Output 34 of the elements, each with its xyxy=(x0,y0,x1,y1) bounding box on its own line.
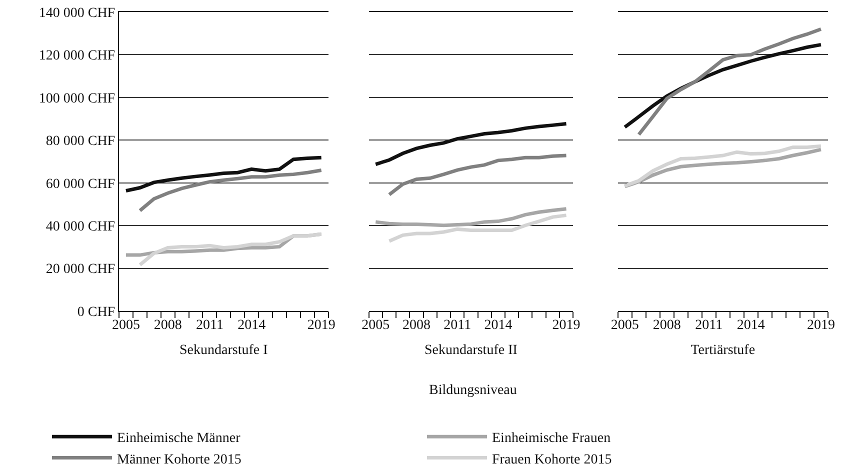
line-series xyxy=(138,168,324,212)
y-tick-label: 80 000 CHF xyxy=(46,134,116,150)
x-tick-label: 2005 xyxy=(362,318,390,333)
legend-label: Einheimische Männer xyxy=(117,431,241,446)
x-tick-label: 2005 xyxy=(112,318,140,333)
line-series xyxy=(138,232,324,267)
x-tick-label: 2008 xyxy=(154,318,182,333)
line-series xyxy=(124,156,324,193)
y-tick-label: 120 000 CHF xyxy=(38,48,116,64)
x-tick-label: 2005 xyxy=(610,318,639,333)
x-tick-label: 2008 xyxy=(652,318,681,333)
x-tick-label: 2011 xyxy=(695,318,723,333)
x-axis-title: Sekundarstufe I xyxy=(180,343,268,358)
x-tick-label: 2014 xyxy=(238,318,266,333)
x-axis-title: Sekundarstufe II xyxy=(424,343,518,358)
y-tick-label: 0 CHF xyxy=(77,304,116,320)
x-tick-label: 2019 xyxy=(307,318,336,333)
x-tick-label: 2014 xyxy=(736,318,765,333)
x-tick-label: 2014 xyxy=(484,318,512,333)
text: Bildungsniveau xyxy=(429,383,517,398)
legend-label: Einheimische Frauen xyxy=(492,431,611,446)
y-tick-label: 20 000 CHF xyxy=(46,262,116,278)
x-axis-title: Tertiärstufe xyxy=(690,343,756,358)
y-tick-label: 40 000 CHF xyxy=(46,219,116,234)
y-tick-label: 140 000 CHF xyxy=(38,6,116,21)
x-tick-label: 2011 xyxy=(196,318,224,333)
x-tick-label: 2011 xyxy=(444,318,472,333)
legend-label: Männer Kohorte 2015 xyxy=(117,452,242,468)
y-tick-label: 60 000 CHF xyxy=(46,176,116,192)
y-tick-label: 100 000 CHF xyxy=(38,91,116,106)
legend-label: Frauen Kohorte 2015 xyxy=(492,452,612,468)
x-tick-label: 2019 xyxy=(552,318,580,333)
x-tick-label: 2019 xyxy=(806,318,835,333)
x-tick-label: 2008 xyxy=(402,318,430,333)
